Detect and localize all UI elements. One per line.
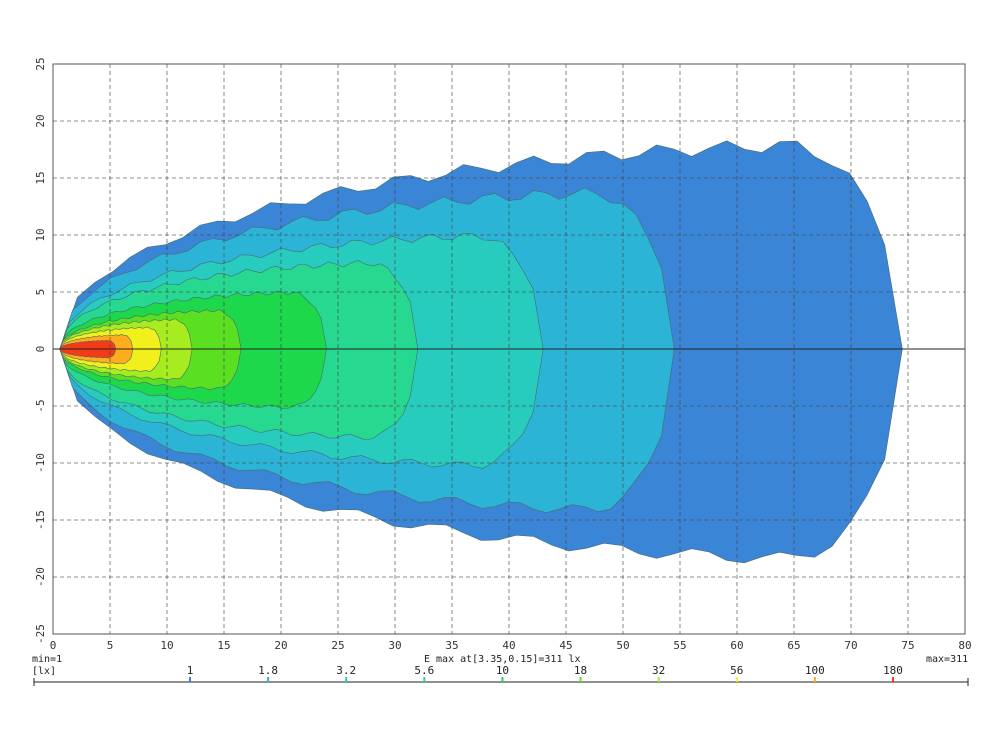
x-tick-label: 75 bbox=[901, 639, 914, 652]
y-tick-label: 20 bbox=[34, 114, 47, 127]
x-tick-label: 25 bbox=[331, 639, 344, 652]
contour-layers bbox=[59, 140, 903, 564]
y-tick-label: -10 bbox=[34, 453, 47, 473]
x-tick-label: 30 bbox=[388, 639, 401, 652]
y-tick-label: 0 bbox=[34, 346, 47, 353]
x-tick-label: 15 bbox=[217, 639, 230, 652]
x-tick-label: 65 bbox=[787, 639, 800, 652]
scale-label-32: 32 bbox=[652, 664, 665, 677]
y-tick-label: -20 bbox=[34, 567, 47, 587]
x-tick-label: 35 bbox=[445, 639, 458, 652]
x-tick-label: 70 bbox=[844, 639, 857, 652]
plot-frame bbox=[52, 63, 966, 635]
y-tick-labels: 25 20 15 10 5 0 -5 -10 -15 -20 -25 bbox=[34, 57, 47, 644]
scale-label-5.6: 5.6 bbox=[414, 664, 434, 677]
x-tick-label: 60 bbox=[730, 639, 743, 652]
x-tick-label: 45 bbox=[559, 639, 572, 652]
scale-label-3.2: 3.2 bbox=[336, 664, 356, 677]
y-tick-label: 25 bbox=[34, 57, 47, 70]
y-tick-label: 10 bbox=[34, 228, 47, 241]
x-tick-label: 80 bbox=[958, 639, 971, 652]
y-tick-label: 15 bbox=[34, 171, 47, 184]
scale-label-100: 100 bbox=[805, 664, 825, 677]
scale-label-1: 1 bbox=[187, 664, 194, 677]
y-tick-label: -15 bbox=[34, 510, 47, 530]
x-tick-labels: 0 5 10 15 20 25 30 35 40 45 50 55 60 65 70 75 80 bbox=[50, 639, 972, 652]
emax-label: E max at[3.35,0.15]=311 lx bbox=[424, 654, 581, 665]
scale-label-1.8: 1.8 bbox=[258, 664, 278, 677]
x-tick-label: 0 bbox=[50, 639, 57, 652]
y-tick-label: -25 bbox=[34, 624, 47, 644]
x-tick-label: 10 bbox=[160, 639, 173, 652]
x-tick-label: 50 bbox=[616, 639, 629, 652]
x-tick-label: 40 bbox=[502, 639, 515, 652]
scale-label-10: 10 bbox=[496, 664, 509, 677]
color-scale: 1 1.8 3.2 5.6 10 18 32 56 100 180 bbox=[33, 664, 969, 686]
y-tick-label: 5 bbox=[34, 289, 47, 296]
x-tick-label: 5 bbox=[107, 639, 114, 652]
scale-label-180: 180 bbox=[883, 664, 903, 677]
grid-lines bbox=[53, 64, 965, 634]
unit-label: [lx] bbox=[32, 666, 57, 677]
min-label: min=1 bbox=[32, 654, 63, 665]
x-tick-label: 20 bbox=[274, 639, 287, 652]
max-label: max=311 bbox=[926, 654, 969, 665]
x-tick-label: 55 bbox=[673, 639, 686, 652]
scale-label-18: 18 bbox=[574, 664, 587, 677]
y-tick-label: -5 bbox=[34, 399, 47, 412]
scale-label-56: 56 bbox=[730, 664, 743, 677]
